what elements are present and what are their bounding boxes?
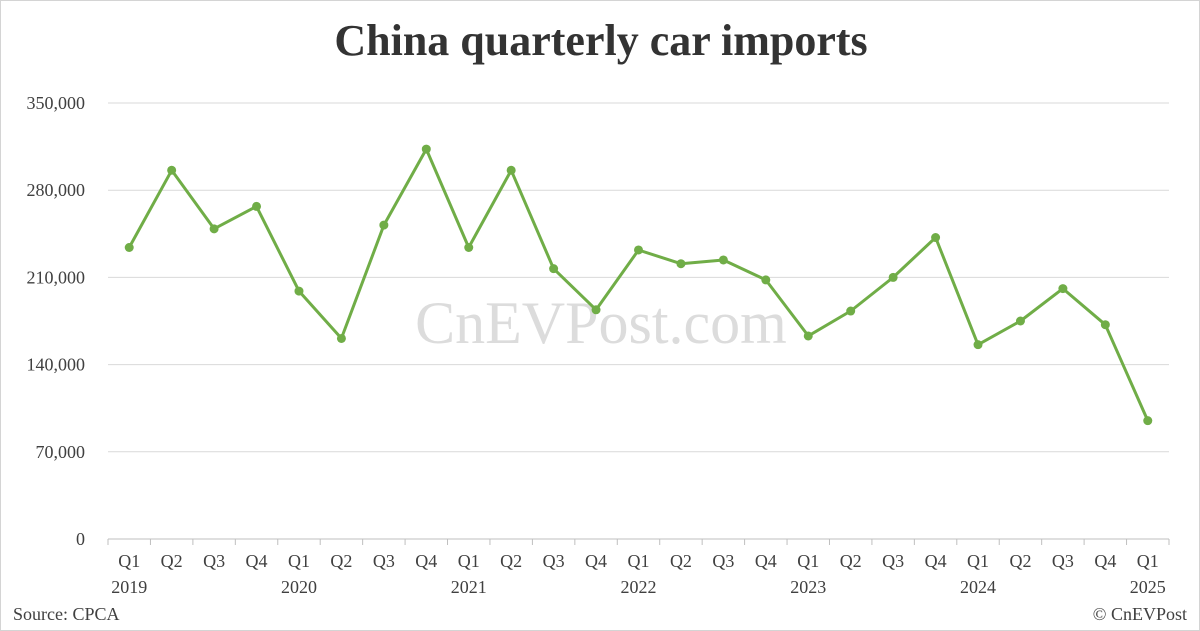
data-point xyxy=(888,272,898,282)
x-tick-label: Q4 xyxy=(415,551,437,571)
y-tick-label: 280,000 xyxy=(27,180,86,200)
data-point xyxy=(167,165,177,175)
x-tick-label: Q1 xyxy=(967,551,989,571)
x-tick-label: Q3 xyxy=(203,551,225,571)
x-tick-label: Q1 xyxy=(458,551,480,571)
data-point xyxy=(803,331,813,341)
x-tick-label: Q2 xyxy=(840,551,862,571)
x-tick-label: Q3 xyxy=(543,551,565,571)
watermark: CnEVPost.com xyxy=(415,290,787,356)
x-year-label: 2025 xyxy=(1130,577,1166,597)
x-year-label: 2020 xyxy=(281,577,317,597)
data-point xyxy=(1143,416,1153,426)
copyright-label: © CnEVPost xyxy=(1093,604,1187,624)
data-point xyxy=(549,264,559,274)
chart-title: China quarterly car imports xyxy=(334,16,867,65)
y-tick-label: 0 xyxy=(76,529,85,549)
x-tick-label: Q3 xyxy=(1052,551,1074,571)
x-tick-label: Q4 xyxy=(925,551,947,571)
data-point xyxy=(676,259,686,269)
x-tick-label: Q4 xyxy=(585,551,607,571)
data-point xyxy=(421,144,431,154)
source-label: Source: CPCA xyxy=(13,604,120,624)
x-tick-label: Q3 xyxy=(712,551,734,571)
data-point xyxy=(209,224,219,234)
data-point xyxy=(124,243,134,253)
x-tick-label: Q1 xyxy=(628,551,650,571)
data-point xyxy=(718,255,728,265)
data-point xyxy=(973,340,983,350)
data-point xyxy=(931,233,941,243)
y-tick-label: 140,000 xyxy=(27,355,86,375)
data-point xyxy=(294,286,304,296)
data-point xyxy=(1058,284,1068,294)
x-tick-label: Q1 xyxy=(118,551,140,571)
x-tick-label: Q3 xyxy=(882,551,904,571)
x-tick-label: Q2 xyxy=(1009,551,1031,571)
x-tick-label: Q4 xyxy=(1094,551,1116,571)
data-points xyxy=(124,144,1153,426)
y-tick-label: 350,000 xyxy=(27,93,86,113)
x-year-label: 2022 xyxy=(621,577,657,597)
x-tick-label: Q1 xyxy=(797,551,819,571)
x-tick-label: Q2 xyxy=(330,551,352,571)
x-year-label: 2024 xyxy=(960,577,996,597)
x-tick-label: Q4 xyxy=(755,551,777,571)
x-tick-label: Q4 xyxy=(246,551,268,571)
x-year-label: 2023 xyxy=(790,577,826,597)
data-point xyxy=(1100,320,1110,330)
y-tick-label: 70,000 xyxy=(36,442,86,462)
x-tick-label: Q1 xyxy=(288,551,310,571)
x-tick-label: Q2 xyxy=(670,551,692,571)
data-point xyxy=(761,275,771,285)
data-point xyxy=(1015,316,1025,326)
data-point xyxy=(634,245,643,255)
y-axis-ticks: 0 70,000 140,000 210,000 280,000 350,000 xyxy=(27,93,86,549)
data-point xyxy=(336,333,346,343)
x-tick-label: Q3 xyxy=(373,551,395,571)
data-point xyxy=(846,306,856,316)
x-year-label: 2021 xyxy=(451,577,487,597)
data-point xyxy=(506,165,516,175)
x-tick-label: Q1 xyxy=(1137,551,1159,571)
data-point xyxy=(464,243,474,253)
x-tick-label: Q2 xyxy=(500,551,522,571)
x-tick-label: Q2 xyxy=(161,551,183,571)
x-axis-ticks: Q1 2019 Q2 Q3 Q4 Q1 2020 Q2 Q3 Q4 Q1 2021 Q2 Q3 Q4 Q1 20… xyxy=(107,539,1170,597)
data-point xyxy=(379,220,389,230)
x-year-label: 2019 xyxy=(111,577,147,597)
data-point xyxy=(252,201,262,211)
gridlines xyxy=(108,102,1169,540)
data-point xyxy=(591,305,601,315)
y-tick-label: 210,000 xyxy=(27,267,86,287)
